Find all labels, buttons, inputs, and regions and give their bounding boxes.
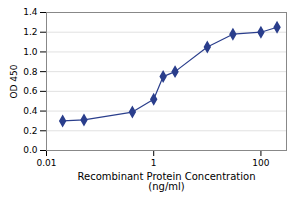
svg-text:100: 100	[252, 158, 269, 168]
svg-text:1: 1	[151, 158, 157, 168]
svg-text:0.0: 0.0	[23, 145, 38, 155]
svg-text:0.6: 0.6	[23, 86, 38, 96]
svg-text:0.8: 0.8	[23, 67, 38, 77]
svg-text:Recombinant Protein Concentrat: Recombinant Protein Concentration(ng/ml)	[77, 171, 255, 192]
svg-text:1.0: 1.0	[23, 47, 38, 57]
svg-text:1.4: 1.4	[23, 7, 38, 17]
svg-text:0.2: 0.2	[23, 126, 37, 136]
svg-text:0.01: 0.01	[36, 158, 56, 168]
svg-text:1.2: 1.2	[23, 27, 37, 37]
svg-text:OD 450: OD 450	[9, 64, 19, 98]
svg-text:0.4: 0.4	[23, 106, 38, 116]
